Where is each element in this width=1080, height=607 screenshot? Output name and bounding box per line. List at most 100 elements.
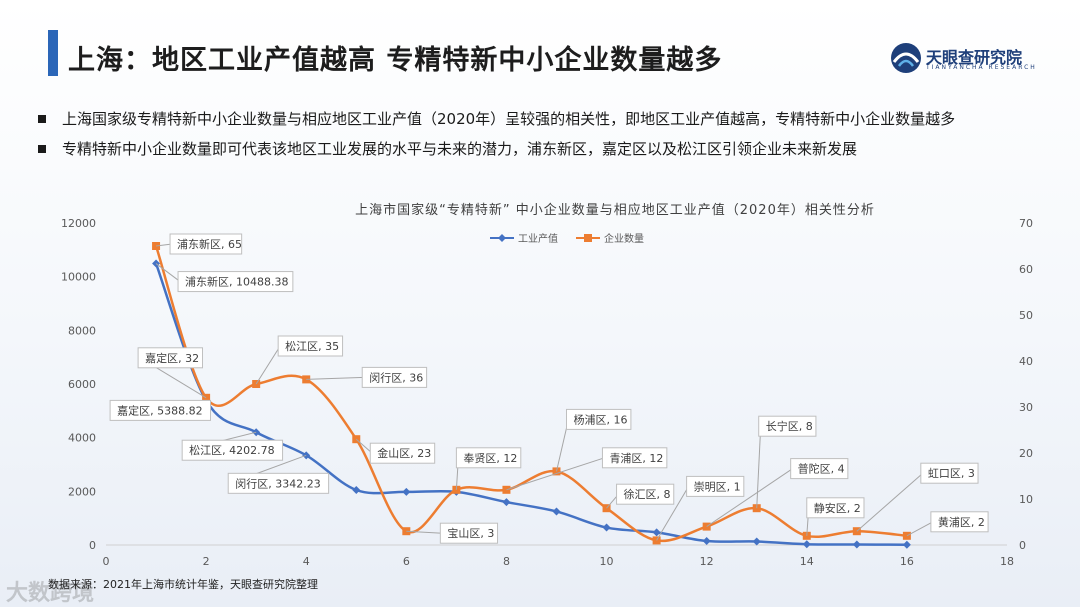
legend-marker — [498, 234, 506, 242]
callout-box — [369, 442, 436, 464]
x-tick-label: 10 — [600, 555, 614, 568]
callout-label: 普陀区, 4 — [798, 462, 845, 476]
callout-box — [920, 462, 979, 484]
x-tick-label: 0 — [103, 555, 110, 568]
logo-text: 天眼查研究院 — [926, 48, 1023, 67]
callout-box — [758, 415, 817, 437]
callout-box — [109, 399, 212, 421]
callout-leader — [406, 530, 443, 534]
x-tick-label: 12 — [700, 555, 714, 568]
data-callout: 金山区, 23 — [355, 438, 436, 464]
data-callouts: 浦东新区, 65 浦东新区, 10488.38 嘉定区, 32 嘉定区, 5388.8… — [109, 233, 989, 544]
x-tick-label: 14 — [800, 555, 814, 568]
correlation-chart: 上海市国家级“专精特新” 中小企业数量与相应地区工业产值（2020年）相关性分析… — [61, 202, 1033, 568]
legend-marker — [584, 234, 592, 242]
legend-label: 企业数量 — [604, 232, 644, 245]
y-right-tick-label: 30 — [1019, 401, 1033, 414]
callout-box — [137, 347, 204, 369]
callout-label: 松江区, 35 — [285, 339, 339, 353]
callout-box — [790, 458, 849, 480]
y-right-tick-label: 60 — [1019, 263, 1033, 276]
callout-label: 徐汇区, 8 — [624, 487, 671, 501]
data-callout: 松江区, 35 — [255, 335, 344, 385]
callout-leader — [706, 468, 793, 528]
data-point — [552, 507, 561, 516]
callout-label: 宝山区, 3 — [447, 526, 494, 540]
data-callout: 静安区, 2 — [806, 497, 865, 536]
data-point — [652, 536, 661, 545]
callout-box — [455, 447, 522, 469]
callout-label: 松江区, 4202.78 — [189, 443, 274, 457]
data-point — [502, 498, 511, 507]
y-right-tick-label: 40 — [1019, 355, 1033, 368]
bullet-item: 专精特新中小企业数量即可代表该地区工业发展的水平与未来的潜力，浦东新区，嘉定区以… — [36, 134, 1056, 164]
bullet-item: 上海国家级专精特新中小企业数量与相应地区工业产值（2020年）呈较强的相关性，即… — [36, 104, 1056, 134]
chart-title: 上海市国家级“专精特新” 中小企业数量与相应地区工业产值（2020年）相关性分析 — [355, 202, 875, 218]
callout-leader — [355, 438, 373, 454]
callout-leader — [756, 426, 762, 509]
callout-label: 闵行区, 36 — [369, 370, 423, 384]
x-tick-label: 16 — [900, 555, 914, 568]
x-tick-label: 4 — [303, 555, 310, 568]
data-callout: 普陀区, 4 — [706, 458, 849, 528]
bullet-text: 专精特新中小企业数量即可代表该地区工业发展的水平与未来的潜力，浦东新区，嘉定区以… — [62, 140, 858, 158]
y-left-tick-label: 12000 — [61, 217, 96, 230]
callout-leader — [506, 457, 605, 491]
y-right-tick-label: 10 — [1019, 493, 1033, 506]
data-callout: 崇明区, 1 — [656, 475, 745, 541]
series-line-output — [154, 263, 907, 546]
callout-label: 嘉定区, 5388.82 — [117, 403, 202, 417]
data-callout: 长宁区, 8 — [756, 415, 817, 509]
callout-leader — [155, 243, 173, 247]
callout-leader — [856, 472, 924, 532]
callout-box — [169, 233, 243, 255]
data-point — [152, 259, 161, 268]
callout-box — [686, 475, 745, 497]
callout-label: 金山区, 23 — [377, 446, 431, 460]
summary-bullets: 上海国家级专精特新中小企业数量与相应地区工业产值（2020年）呈较强的相关性，即… — [36, 104, 1056, 164]
brand-logo: 天眼查研究院 TIANYANCHA RESEARCH — [890, 42, 1040, 78]
y-right-tick-label: 0 — [1019, 539, 1026, 552]
callout-label: 浦东新区, 65 — [177, 237, 242, 251]
y-left-tick-label: 4000 — [68, 432, 96, 445]
callout-leader — [255, 345, 281, 385]
callout-box — [361, 366, 428, 388]
callout-label: 静安区, 2 — [814, 501, 861, 515]
callout-label: 长宁区, 8 — [766, 419, 813, 433]
callout-leader — [906, 521, 934, 537]
callout-box — [177, 271, 294, 293]
x-tick-label: 2 — [203, 555, 210, 568]
data-callout: 宝山区, 3 — [406, 522, 499, 544]
bullet-marker — [38, 145, 46, 153]
data-callout: 虹口区, 3 — [856, 462, 979, 532]
callout-label: 奉贤区, 12 — [463, 451, 517, 465]
data-point — [852, 540, 861, 549]
data-point — [702, 536, 711, 545]
logo-icon — [891, 43, 921, 73]
x-tick-label: 6 — [403, 555, 410, 568]
y-right-tick-label: 20 — [1019, 447, 1033, 460]
data-point — [602, 523, 611, 532]
data-point — [652, 528, 661, 537]
legend-label: 工业产值 — [518, 232, 558, 245]
bullet-marker — [38, 115, 46, 123]
watermark: 大数跨境 — [6, 581, 95, 606]
data-point — [902, 540, 911, 549]
callout-box — [806, 497, 865, 519]
data-point — [752, 537, 761, 546]
callout-label: 虹口区, 3 — [928, 467, 975, 480]
callout-label: 闵行区, 3342.23 — [235, 476, 320, 490]
data-point — [352, 485, 361, 494]
callout-label: 青浦区, 12 — [609, 452, 663, 465]
data-source: 数据来源：2021年上海市统计年鉴，天眼查研究院整理 — [48, 578, 318, 591]
data-callout: 闵行区, 36 — [306, 366, 428, 388]
callout-leader — [656, 486, 690, 541]
data-callout: 杨浦区, 16 — [556, 408, 632, 472]
callout-box — [277, 335, 344, 357]
callout-box — [227, 472, 330, 494]
callout-label: 杨浦区, 16 — [574, 412, 628, 426]
data-point — [402, 487, 411, 496]
data-callout: 嘉定区, 5388.82 — [109, 399, 212, 421]
y-right-tick-label: 50 — [1019, 309, 1033, 322]
chart-axes: 0 2 4 6 8 10 12 14 16 18 0 2000 4000 6000 8000 10000 120… — [61, 217, 1033, 568]
